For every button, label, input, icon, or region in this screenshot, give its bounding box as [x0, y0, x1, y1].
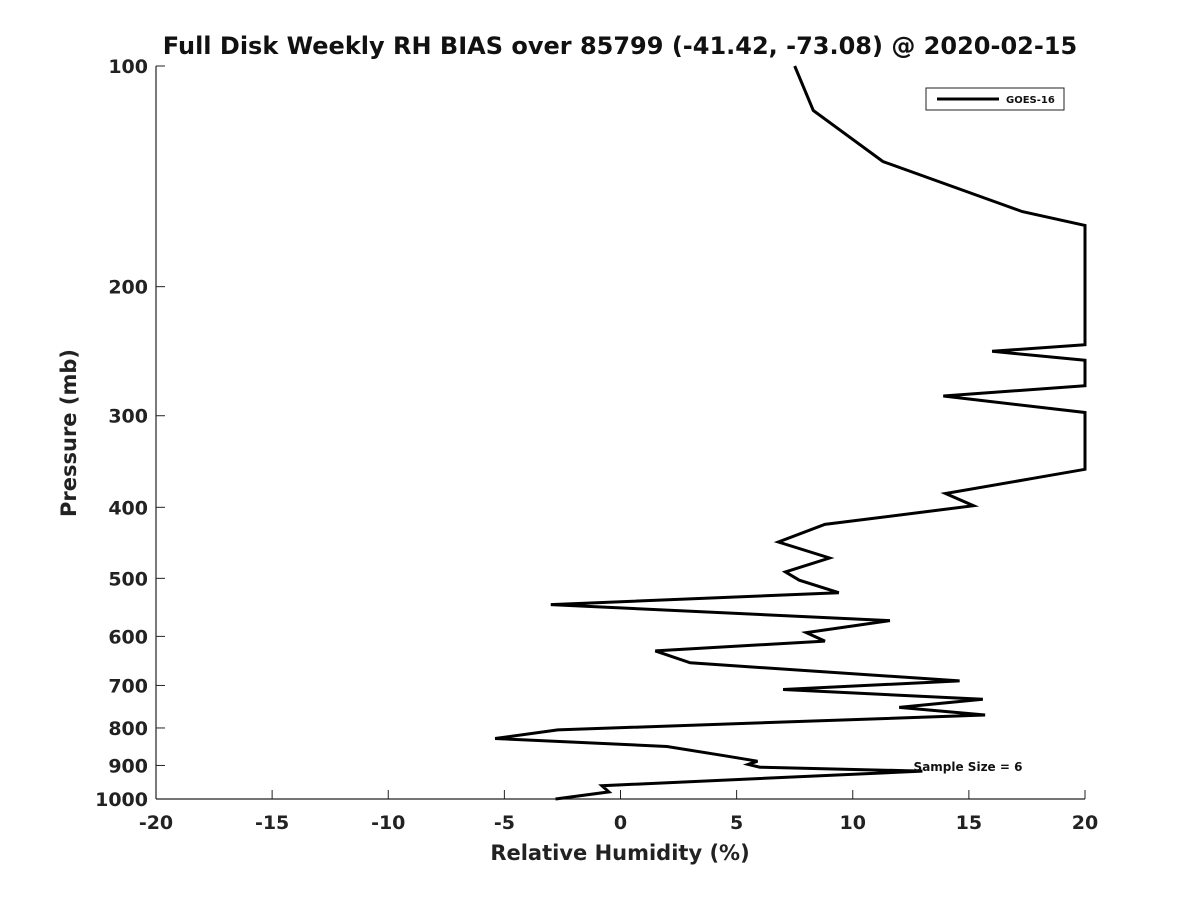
y-tick-label: 600 [108, 626, 148, 648]
x-tick-label: -15 [255, 812, 289, 834]
sample-size-annotation: Sample Size = 6 [914, 760, 1023, 774]
y-axis-label: Pressure (mb) [57, 349, 81, 517]
chart-title: Full Disk Weekly RH BIAS over 85799 (-41… [163, 32, 1077, 60]
y-tick-label: 1000 [95, 789, 148, 811]
plot-series [494, 65, 1087, 801]
y-tick-label: 700 [108, 675, 148, 697]
y-tick-label: 200 [108, 277, 148, 299]
x-tick-label: 15 [956, 812, 982, 834]
x-tick-label: -10 [371, 812, 405, 834]
x-tick-label: -20 [139, 812, 173, 834]
y-tick-label: 300 [108, 406, 148, 428]
y-tick-label: 900 [108, 755, 148, 777]
y-tick-label: 500 [108, 568, 148, 590]
x-tick-label: 0 [614, 812, 627, 834]
legend: GOES-16 [925, 87, 1065, 111]
series-line-goes-16 [494, 65, 1087, 801]
x-tick-label: 5 [730, 812, 743, 834]
x-tick-label: 20 [1072, 812, 1098, 834]
y-tick-label: 400 [108, 497, 148, 519]
x-tick-label: -5 [494, 812, 515, 834]
legend-entry-goes-16: GOES-16 [1006, 95, 1055, 106]
x-tick-label: 10 [840, 812, 866, 834]
y-tick-label: 100 [108, 56, 148, 78]
x-axis-label: Relative Humidity (%) [490, 841, 749, 865]
y-axis-ticks: 100 200 300 400 500 600 700 800 900 1000 [95, 56, 165, 811]
x-axis-ticks: -20 -15 -10 -5 0 5 10 15 20 [139, 790, 1098, 834]
y-tick-label: 800 [108, 718, 148, 740]
